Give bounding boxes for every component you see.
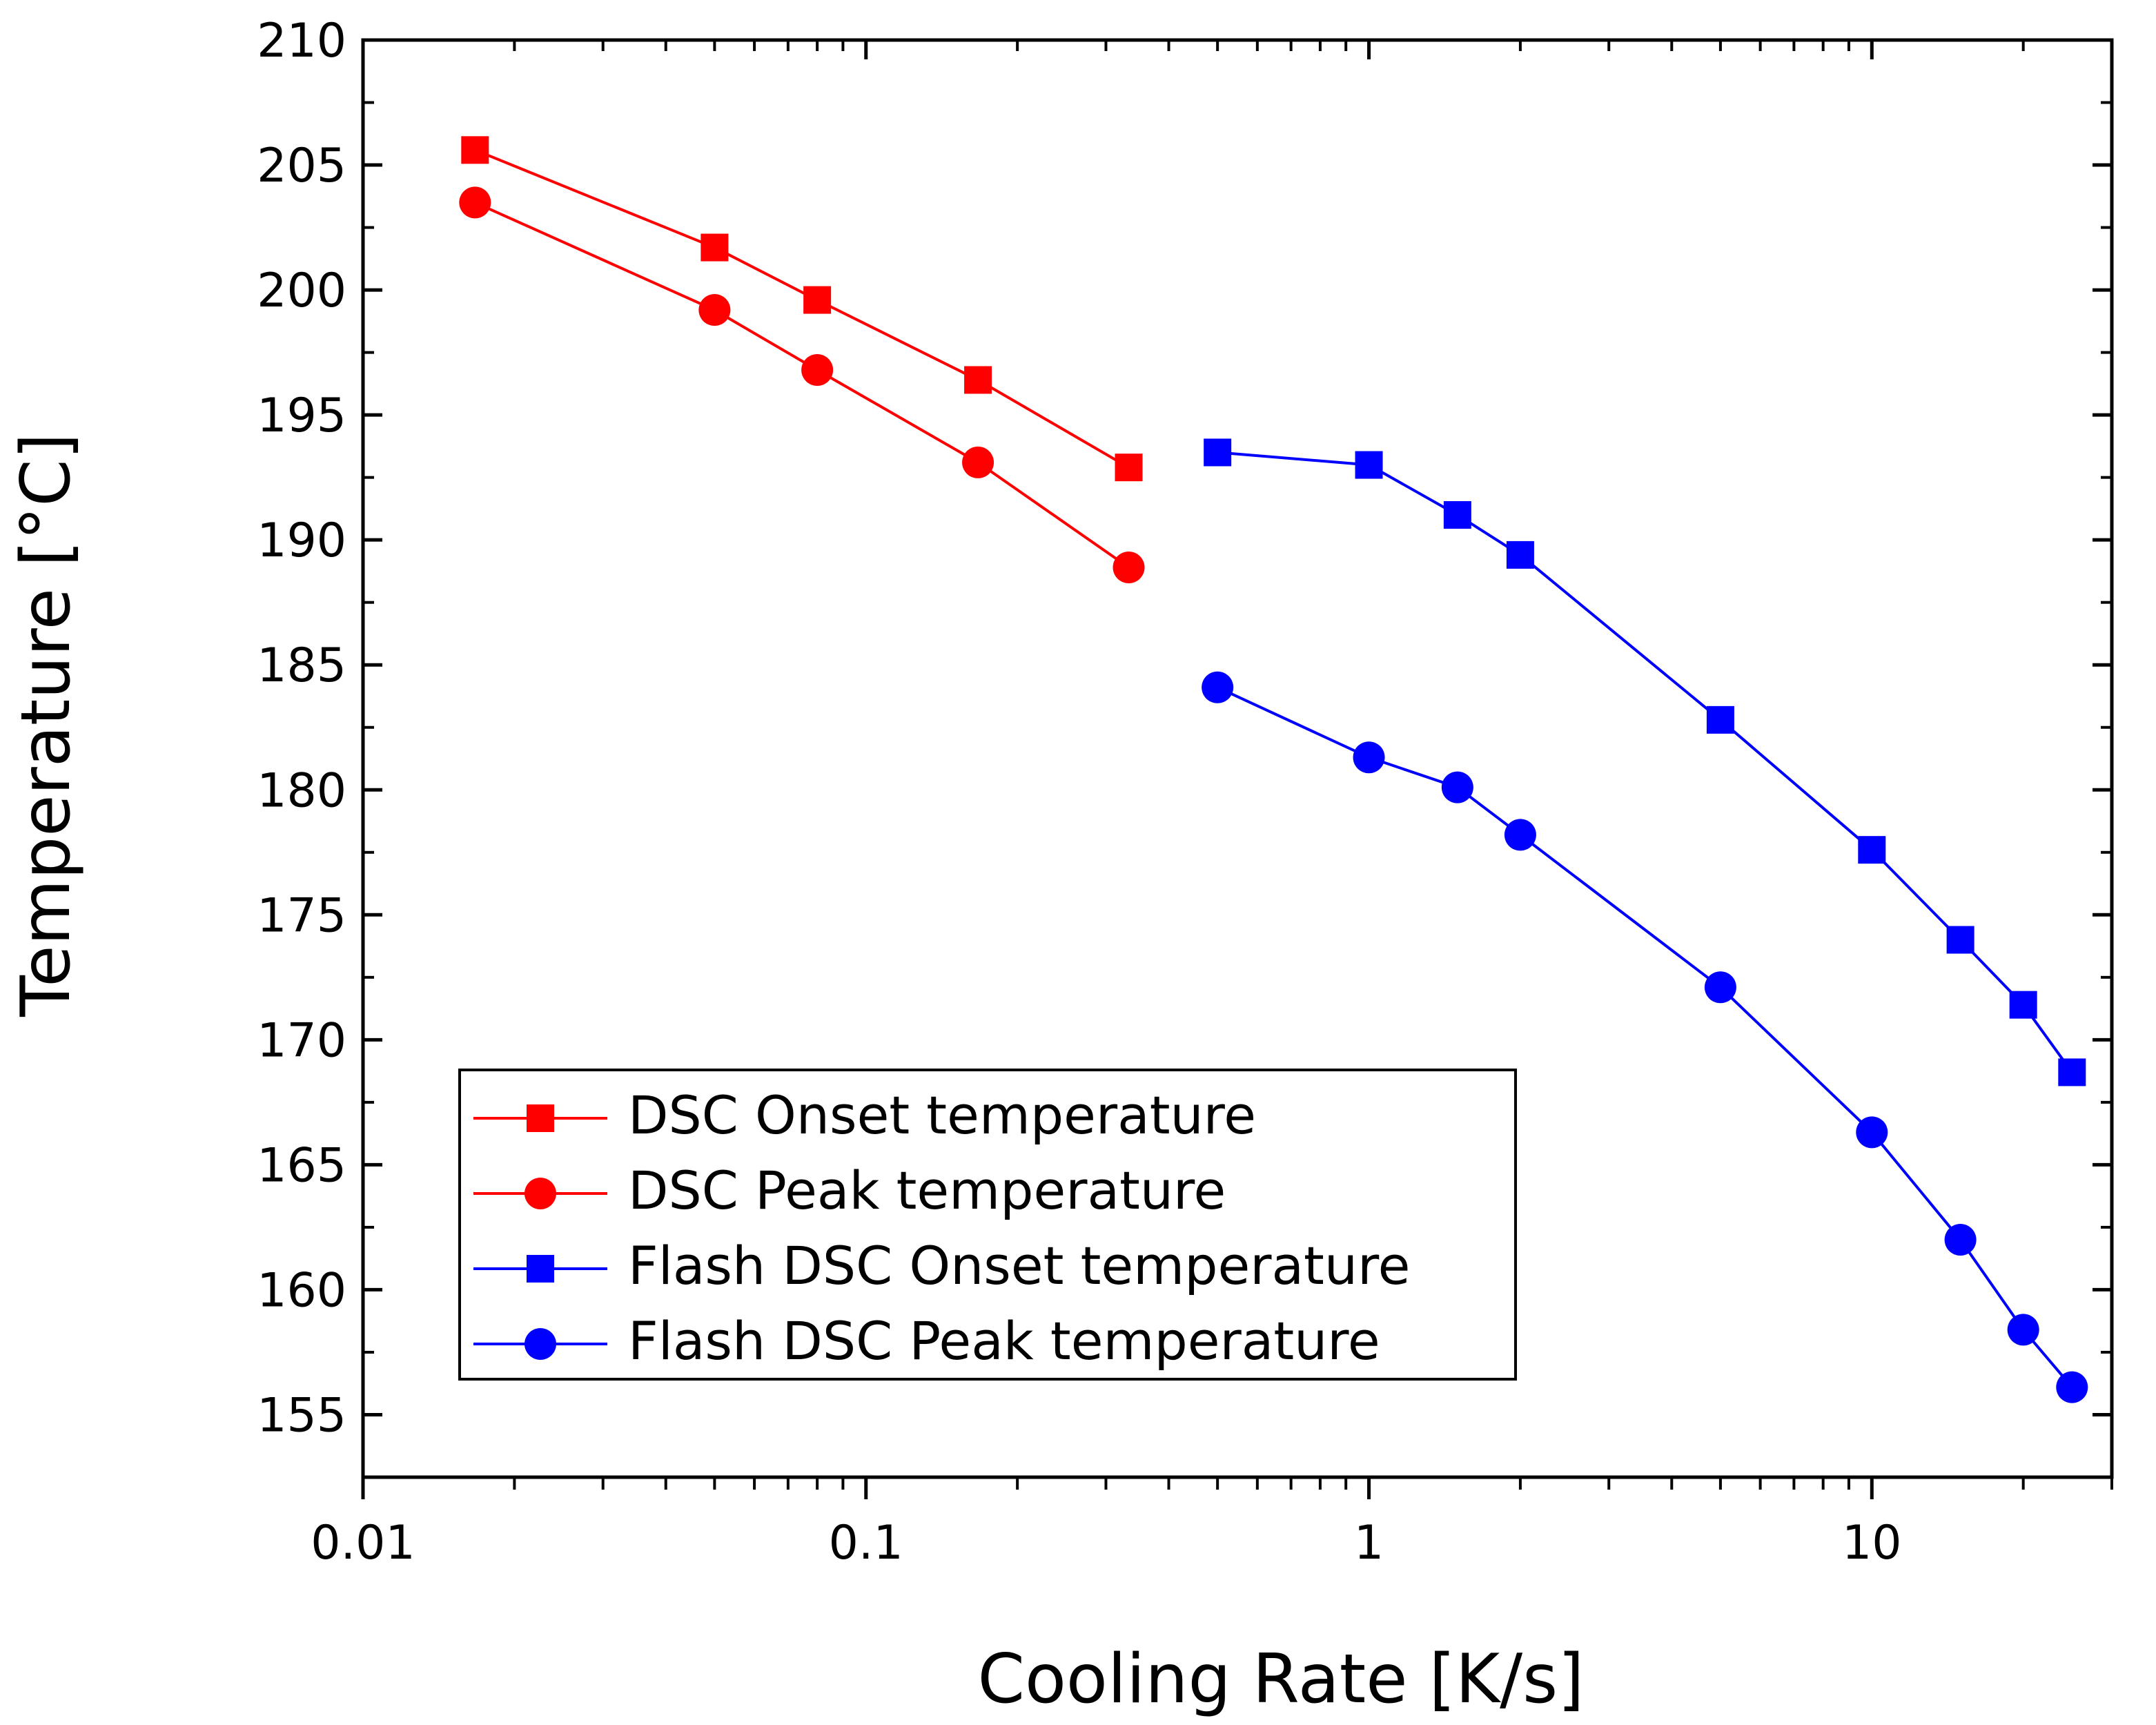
- data-point: [1202, 671, 1234, 703]
- data-point: [1113, 552, 1145, 584]
- series-layer: [459, 136, 2088, 1403]
- data-point: [1353, 741, 1385, 774]
- data-point: [1858, 836, 1886, 864]
- data-point: [2007, 1314, 2039, 1346]
- data-point: [1856, 1116, 1888, 1149]
- data-point: [801, 353, 834, 386]
- legend-frame: [458, 1069, 1517, 1381]
- data-point: [964, 366, 992, 394]
- legend-label-flash-onset: Flash DSC Onset temperature: [628, 1235, 1410, 1296]
- legend-marker-2: [527, 1255, 554, 1283]
- data-point: [1441, 771, 1473, 803]
- series-0: [461, 136, 1143, 482]
- y-tick-label: 165: [257, 1138, 346, 1193]
- data-point: [1704, 971, 1736, 1004]
- data-point: [459, 186, 491, 219]
- data-point: [803, 286, 832, 314]
- x-tick-label: 1: [1354, 1516, 1384, 1570]
- data-point: [1443, 500, 1471, 529]
- data-point: [962, 446, 994, 478]
- data-point: [700, 233, 729, 262]
- x-axis-title: Cooling Rate [K/s]: [978, 1640, 1585, 1719]
- legend-label-dsc-onset: DSC Onset temperature: [628, 1084, 1256, 1146]
- y-tick-label: 200: [257, 264, 346, 318]
- data-point: [1506, 540, 1534, 569]
- y-tick-label: 180: [257, 763, 346, 818]
- legend-label-dsc-peak: DSC Peak temperature: [628, 1160, 1226, 1221]
- x-tick-label: 10: [1842, 1516, 1902, 1570]
- data-point: [1355, 451, 1383, 479]
- y-tick-label: 190: [257, 514, 346, 568]
- y-tick-label: 170: [257, 1013, 346, 1068]
- y-tick-label: 160: [257, 1263, 346, 1318]
- series-line: [474, 148, 1130, 469]
- x-tick-label: 0.1: [829, 1516, 903, 1570]
- data-point: [2058, 1058, 2086, 1086]
- y-tick-label: 205: [257, 139, 346, 193]
- series-line: [1217, 451, 2073, 1073]
- data-point: [1706, 705, 1734, 734]
- data-point: [1504, 819, 1536, 851]
- legend: DSC Onset temperature DSC Peak temperatu…: [458, 1069, 1517, 1381]
- legend-label-flash-peak: Flash DSC Peak temperature: [628, 1310, 1380, 1372]
- tick-labels: 155 160 165 170 175 180 185 190 195 200 205 210 0.01…: [257, 14, 1901, 1570]
- data-point: [1946, 926, 1974, 954]
- data-point: [461, 136, 489, 164]
- series-1: [459, 186, 1145, 584]
- legend-marker-0: [527, 1104, 554, 1132]
- y-tick-label: 185: [257, 639, 346, 693]
- series-line: [474, 201, 1130, 569]
- y-tick-label: 210: [257, 14, 346, 68]
- data-point: [698, 294, 731, 327]
- y-tick-label: 155: [257, 1388, 346, 1443]
- data-point: [2056, 1371, 2088, 1403]
- plot-frame: [361, 38, 2114, 1479]
- data-point: [1115, 454, 1143, 482]
- legend-marker-1: [525, 1178, 556, 1209]
- y-tick-label: 195: [257, 389, 346, 443]
- data-point: [1204, 438, 1232, 467]
- data-point: [2009, 991, 2037, 1019]
- data-point: [1944, 1224, 1977, 1256]
- x-tick-label: 0.01: [311, 1516, 415, 1570]
- y-axis-title: Temperature [°C]: [7, 433, 86, 1017]
- legend-marker-3: [525, 1328, 556, 1360]
- y-tick-label: 175: [257, 888, 346, 943]
- series-3: [1202, 671, 2088, 1403]
- series-2: [1204, 438, 2086, 1086]
